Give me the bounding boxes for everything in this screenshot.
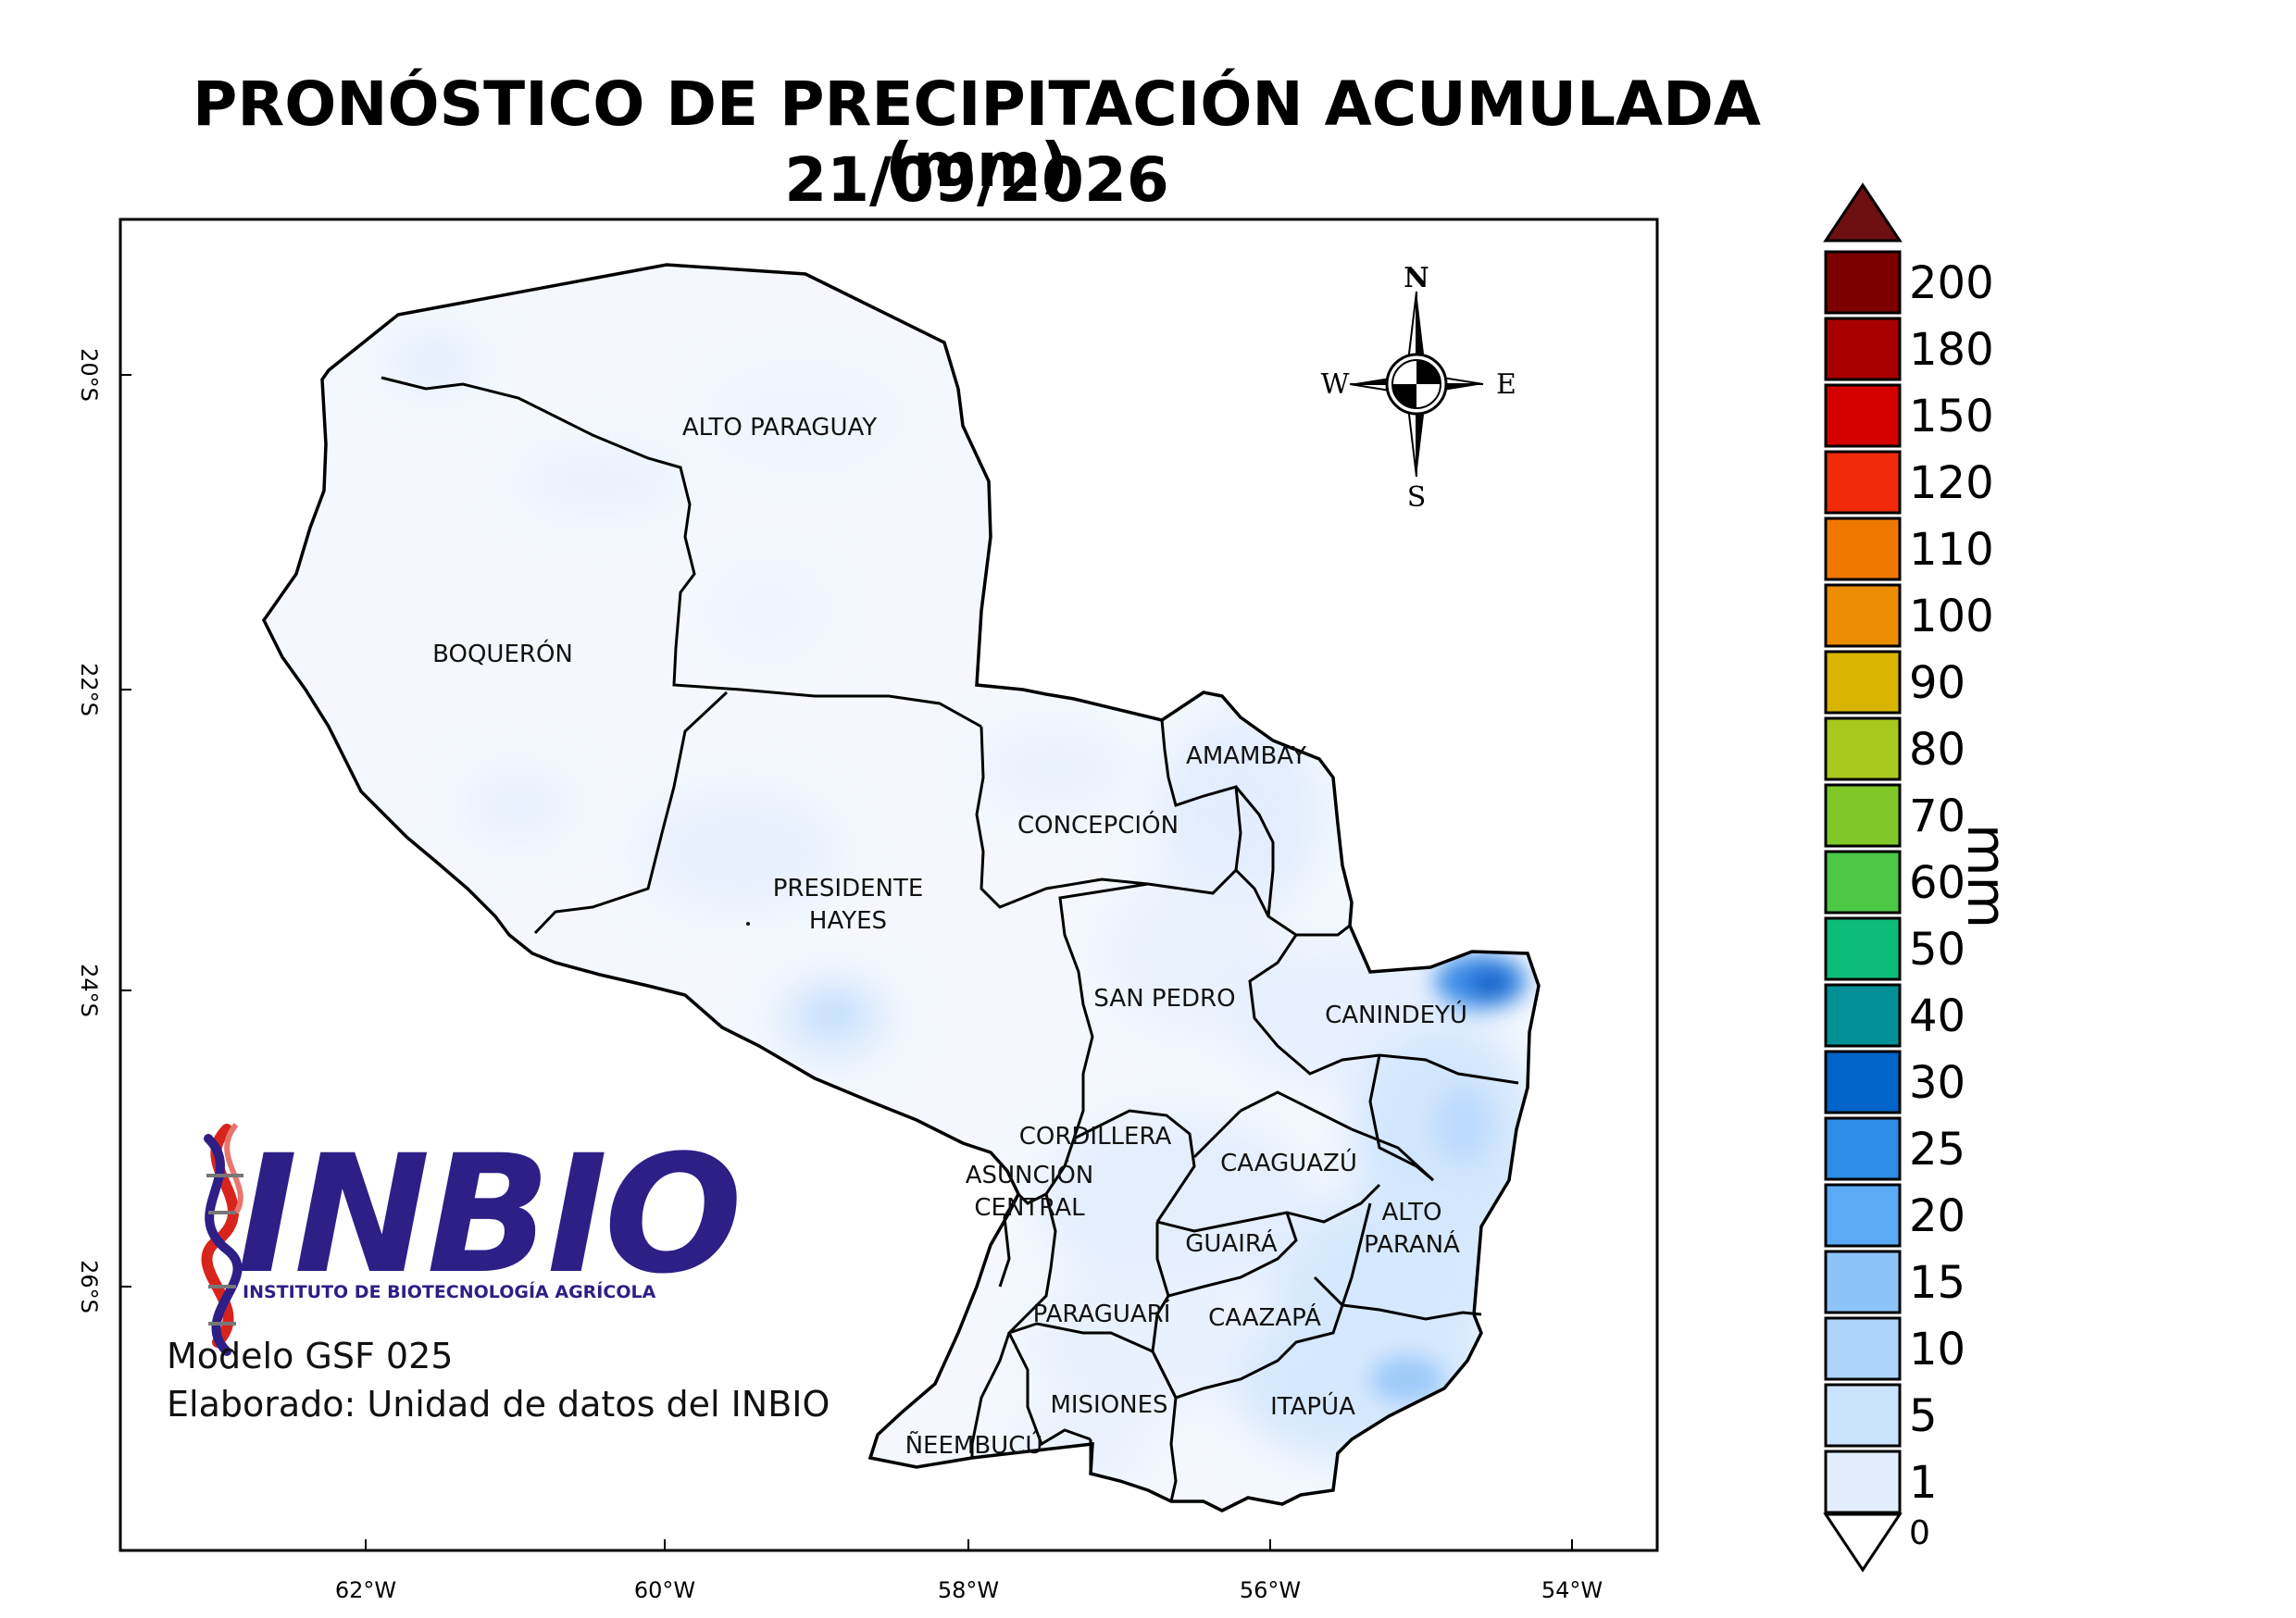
- compass-south: S: [1407, 481, 1427, 514]
- colorbar-swatch: [1824, 1316, 1902, 1381]
- lon-tick-58w: 58°W: [938, 1577, 999, 1603]
- colorbar-swatch: [1824, 1183, 1902, 1248]
- colorbar-label: 90: [1909, 657, 1965, 709]
- colorbar-swatch: [1824, 250, 1902, 315]
- compass-rose-icon: N S W E: [1321, 262, 1516, 514]
- colorbar: 2001801501201101009080706050403025201510…: [1823, 182, 1994, 1573]
- colorbar-under-label: 0: [1909, 1514, 1930, 1552]
- location-dot: [746, 922, 750, 926]
- dept-label-alto-parana-2: PARANÁ: [1364, 1229, 1460, 1259]
- colorbar-swatch: [1824, 1250, 1902, 1314]
- colorbar-swatch: [1824, 450, 1902, 515]
- colorbar-label: 80: [1909, 724, 1965, 776]
- dept-label-misiones: MISIONES: [1050, 1391, 1167, 1419]
- colorbar-label: 20: [1909, 1190, 1965, 1242]
- colorbar-swatch: [1824, 916, 1902, 981]
- dept-label-alto-parana: ALTO: [1381, 1199, 1441, 1226]
- colorbar-label: 40: [1909, 990, 1965, 1042]
- colorbar-under-triangle: [1823, 1512, 1903, 1573]
- lat-tick-20s: 20°S: [76, 348, 102, 402]
- colorbar-swatch: [1824, 583, 1902, 648]
- map-title: PRONÓSTICO DE PRECIPITACIÓN ACUMULADA (m…: [193, 68, 1761, 201]
- colorbar-label: 5: [1909, 1390, 1938, 1442]
- dept-label-caaguazu: CAAGUAZÚ: [1220, 1148, 1357, 1177]
- colorbar-unit: mm: [1955, 824, 2018, 928]
- model-info: Modelo GSF 025: [167, 1336, 454, 1376]
- colorbar-label: 1: [1909, 1457, 1938, 1509]
- colorbar-label: 200: [1909, 257, 1994, 309]
- colorbar-swatch: [1824, 850, 1902, 915]
- colorbar-label: 30: [1909, 1057, 1965, 1109]
- dept-label-concepcion: CONCEPCIÓN: [1017, 810, 1179, 840]
- dept-label-paraguari: PARAGUARÍ: [1033, 1299, 1171, 1328]
- dept-label-asuncion: ASUNCIÓN: [966, 1160, 1094, 1189]
- dept-label-central: CENTRAL: [974, 1194, 1085, 1222]
- colorbar-label: 50: [1909, 924, 1965, 976]
- dept-label-boqueron: BOQUERÓN: [432, 639, 573, 668]
- department-borders: [381, 376, 1519, 1502]
- lon-tick-56w: 56°W: [1240, 1577, 1301, 1603]
- colorbar-swatch: [1824, 317, 1902, 381]
- colorbar-swatch: [1824, 1450, 1902, 1514]
- lat-tick-22s: 22°S: [76, 663, 102, 716]
- colorbar-swatch: [1824, 983, 1902, 1048]
- colorbar-swatch: [1824, 716, 1902, 781]
- colorbar-swatch: [1824, 650, 1902, 715]
- map-date: 21/09/2026: [784, 144, 1169, 216]
- dept-label-guaira: GUAIRÁ: [1185, 1228, 1278, 1258]
- dept-label-presidente-hayes-2: HAYES: [809, 907, 887, 935]
- colorbar-swatch: [1824, 1050, 1902, 1114]
- colorbar-label: 110: [1909, 524, 1994, 576]
- compass-north: N: [1404, 262, 1429, 294]
- colorbar-swatch: [1824, 383, 1902, 448]
- colorbar-swatch: [1824, 1116, 1902, 1181]
- colorbar-over-triangle: [1823, 182, 1903, 243]
- colorbar-label: 10: [1909, 1324, 1965, 1375]
- colorbar-label: 70: [1909, 790, 1965, 842]
- dept-label-canindeyu: CANINDEYÚ: [1325, 1000, 1467, 1029]
- colorbar-label: 150: [1909, 391, 1994, 442]
- axis-ticks: [120, 374, 1573, 1550]
- colorbar-label: 120: [1909, 457, 1994, 509]
- dna-helix-icon: [201, 1123, 243, 1356]
- colorbar-label: 180: [1909, 324, 1994, 376]
- dept-label-caazapa: CAAZAPÁ: [1208, 1302, 1321, 1332]
- colorbar-label: 25: [1909, 1124, 1965, 1176]
- dept-label-presidente-hayes: PRESIDENTE: [773, 875, 924, 902]
- lat-tick-24s: 24°S: [76, 964, 102, 1017]
- colorbar-swatch: [1824, 1383, 1902, 1448]
- dept-label-cordillera: CORDILLERA: [1019, 1123, 1172, 1151]
- compass-east: E: [1496, 368, 1516, 401]
- dept-label-san-pedro: SAN PEDRO: [1093, 985, 1235, 1013]
- colorbar-label: 100: [1909, 591, 1994, 642]
- colorbar-swatch: [1824, 517, 1902, 581]
- lon-tick-60w: 60°W: [634, 1577, 695, 1603]
- logo-subtitle: INSTITUTO DE BIOTECNOLOGÍA AGRÍCOLA: [243, 1282, 656, 1302]
- dept-label-neembucu: ÑEEMBUCÚ: [905, 1430, 1043, 1460]
- compass-west: W: [1321, 368, 1350, 401]
- lon-tick-62w: 62°W: [335, 1577, 396, 1603]
- author-info: Elaborado: Unidad de datos del INBIO: [167, 1384, 830, 1425]
- dept-label-amambay: AMAMBAY: [1186, 742, 1306, 770]
- logo-name: INBIO: [237, 1120, 742, 1310]
- lon-tick-54w: 54°W: [1541, 1577, 1603, 1603]
- colorbar-label: 60: [1909, 857, 1965, 909]
- colorbar-label: 15: [1909, 1257, 1965, 1309]
- lat-tick-26s: 26°S: [76, 1260, 102, 1313]
- dept-label-itapua: ITAPÚA: [1270, 1391, 1355, 1421]
- dept-label-alto-paraguay: ALTO PARAGUAY: [682, 414, 877, 442]
- colorbar-swatch: [1824, 783, 1902, 848]
